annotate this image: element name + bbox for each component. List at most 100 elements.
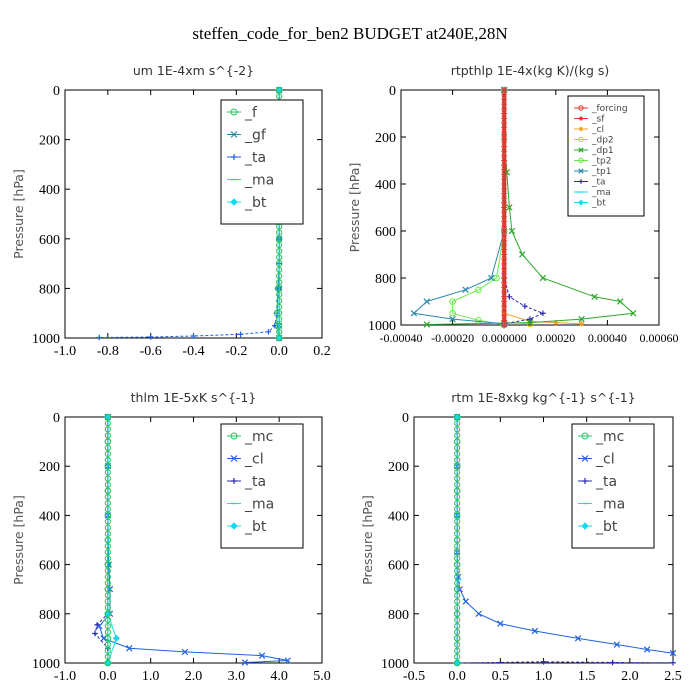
data-point [104, 604, 111, 611]
x-tick-label: 0.2 [313, 344, 331, 359]
data-point [501, 157, 508, 164]
legend-label: _ma [244, 172, 274, 188]
x-tick-label: -0.00040 [380, 331, 423, 345]
data-point [506, 204, 513, 211]
series-line-bt [107, 417, 117, 664]
legend-label: _dp2 [591, 136, 614, 146]
data-point [501, 284, 508, 291]
data-point [454, 579, 461, 587]
data-point [501, 209, 508, 216]
series-line-tp2 [452, 90, 505, 326]
data-point [501, 232, 508, 239]
y-tick-label: 800 [375, 272, 396, 287]
x-tick-label: -1.0 [54, 669, 76, 684]
panel-title: rtpthlp 1E-4x(kg K)/(kg s) [451, 63, 610, 78]
data-point [276, 266, 283, 273]
y-tick-label: 0 [53, 84, 60, 99]
data-point [527, 316, 533, 322]
data-point [454, 512, 461, 519]
data-point [454, 543, 461, 550]
data-point [501, 242, 508, 249]
y-tick-label: 200 [39, 460, 60, 475]
y-tick-label: 1000 [32, 657, 60, 672]
data-point [104, 420, 111, 427]
data-point [449, 315, 456, 323]
data-point [265, 329, 272, 335]
panel-2: rtpthlp 1E-4x(kg K)/(kg s) Pressure [hPa]… [347, 63, 679, 345]
data-point [104, 555, 111, 562]
legend-marker [578, 105, 584, 111]
data-point [454, 629, 461, 636]
data-point [112, 634, 120, 642]
data-point [540, 658, 547, 665]
data-point [276, 303, 283, 311]
x-tick-label: 0.000000 [482, 331, 527, 345]
data-point [104, 573, 111, 581]
x-tick-label: -0.4 [182, 344, 204, 359]
data-point [669, 649, 677, 657]
x-tick-label: 2.5 [664, 669, 682, 684]
data-point [104, 549, 111, 556]
data-point [475, 317, 482, 324]
data-point [454, 586, 461, 593]
data-point [501, 166, 508, 173]
data-point [104, 543, 111, 550]
data-point [454, 573, 462, 581]
data-point [104, 592, 111, 599]
data-point [493, 274, 500, 282]
x-tick-label: -1.0 [54, 344, 76, 359]
data-point [104, 629, 111, 636]
data-point [454, 610, 461, 617]
data-point [501, 152, 508, 159]
data-point [276, 310, 283, 317]
data-point [449, 309, 456, 317]
data-point [104, 444, 111, 451]
data-point [454, 420, 461, 427]
legend-marker [578, 199, 584, 206]
x-tick-label: 0.00020 [536, 331, 575, 345]
legend-marker [231, 154, 237, 160]
data-point [454, 549, 461, 556]
data-point [501, 246, 508, 253]
data-point [94, 622, 100, 628]
data-point [501, 298, 508, 305]
legend-label: _dp1 [591, 146, 614, 156]
y-tick-label: 200 [39, 134, 60, 149]
series-line-ta [94, 417, 109, 663]
data-point [104, 506, 111, 513]
data-point [104, 567, 111, 574]
data-point [501, 129, 508, 136]
data-point [454, 456, 461, 464]
data-point [276, 248, 283, 255]
data-point [501, 312, 508, 319]
data-point [501, 279, 508, 286]
data-point [501, 260, 508, 267]
data-point [276, 297, 283, 304]
data-point [454, 641, 461, 648]
data-point [104, 487, 111, 494]
data-point [501, 91, 508, 98]
data-point [454, 598, 461, 605]
x-tick-label: 0.00060 [640, 331, 679, 345]
legend: _mc _cl _ta _ma _bt [571, 423, 655, 549]
data-point [104, 536, 111, 544]
data-point [617, 298, 624, 305]
x-tick-label: 0.0 [270, 344, 288, 359]
legend-marker [581, 522, 589, 530]
data-point [501, 181, 508, 187]
data-point [501, 119, 508, 126]
series-line-tp1 [412, 90, 505, 325]
legend-label: _ma [595, 496, 625, 512]
legend-label: _tp2 [591, 157, 611, 167]
legend-marker [230, 455, 238, 462]
data-point [104, 413, 111, 421]
data-point [276, 334, 283, 342]
data-point [96, 334, 103, 341]
data-point [104, 469, 111, 476]
data-point [454, 530, 461, 537]
data-point [276, 229, 283, 236]
data-point [276, 254, 283, 261]
data-point [508, 227, 516, 235]
data-point [454, 475, 461, 482]
